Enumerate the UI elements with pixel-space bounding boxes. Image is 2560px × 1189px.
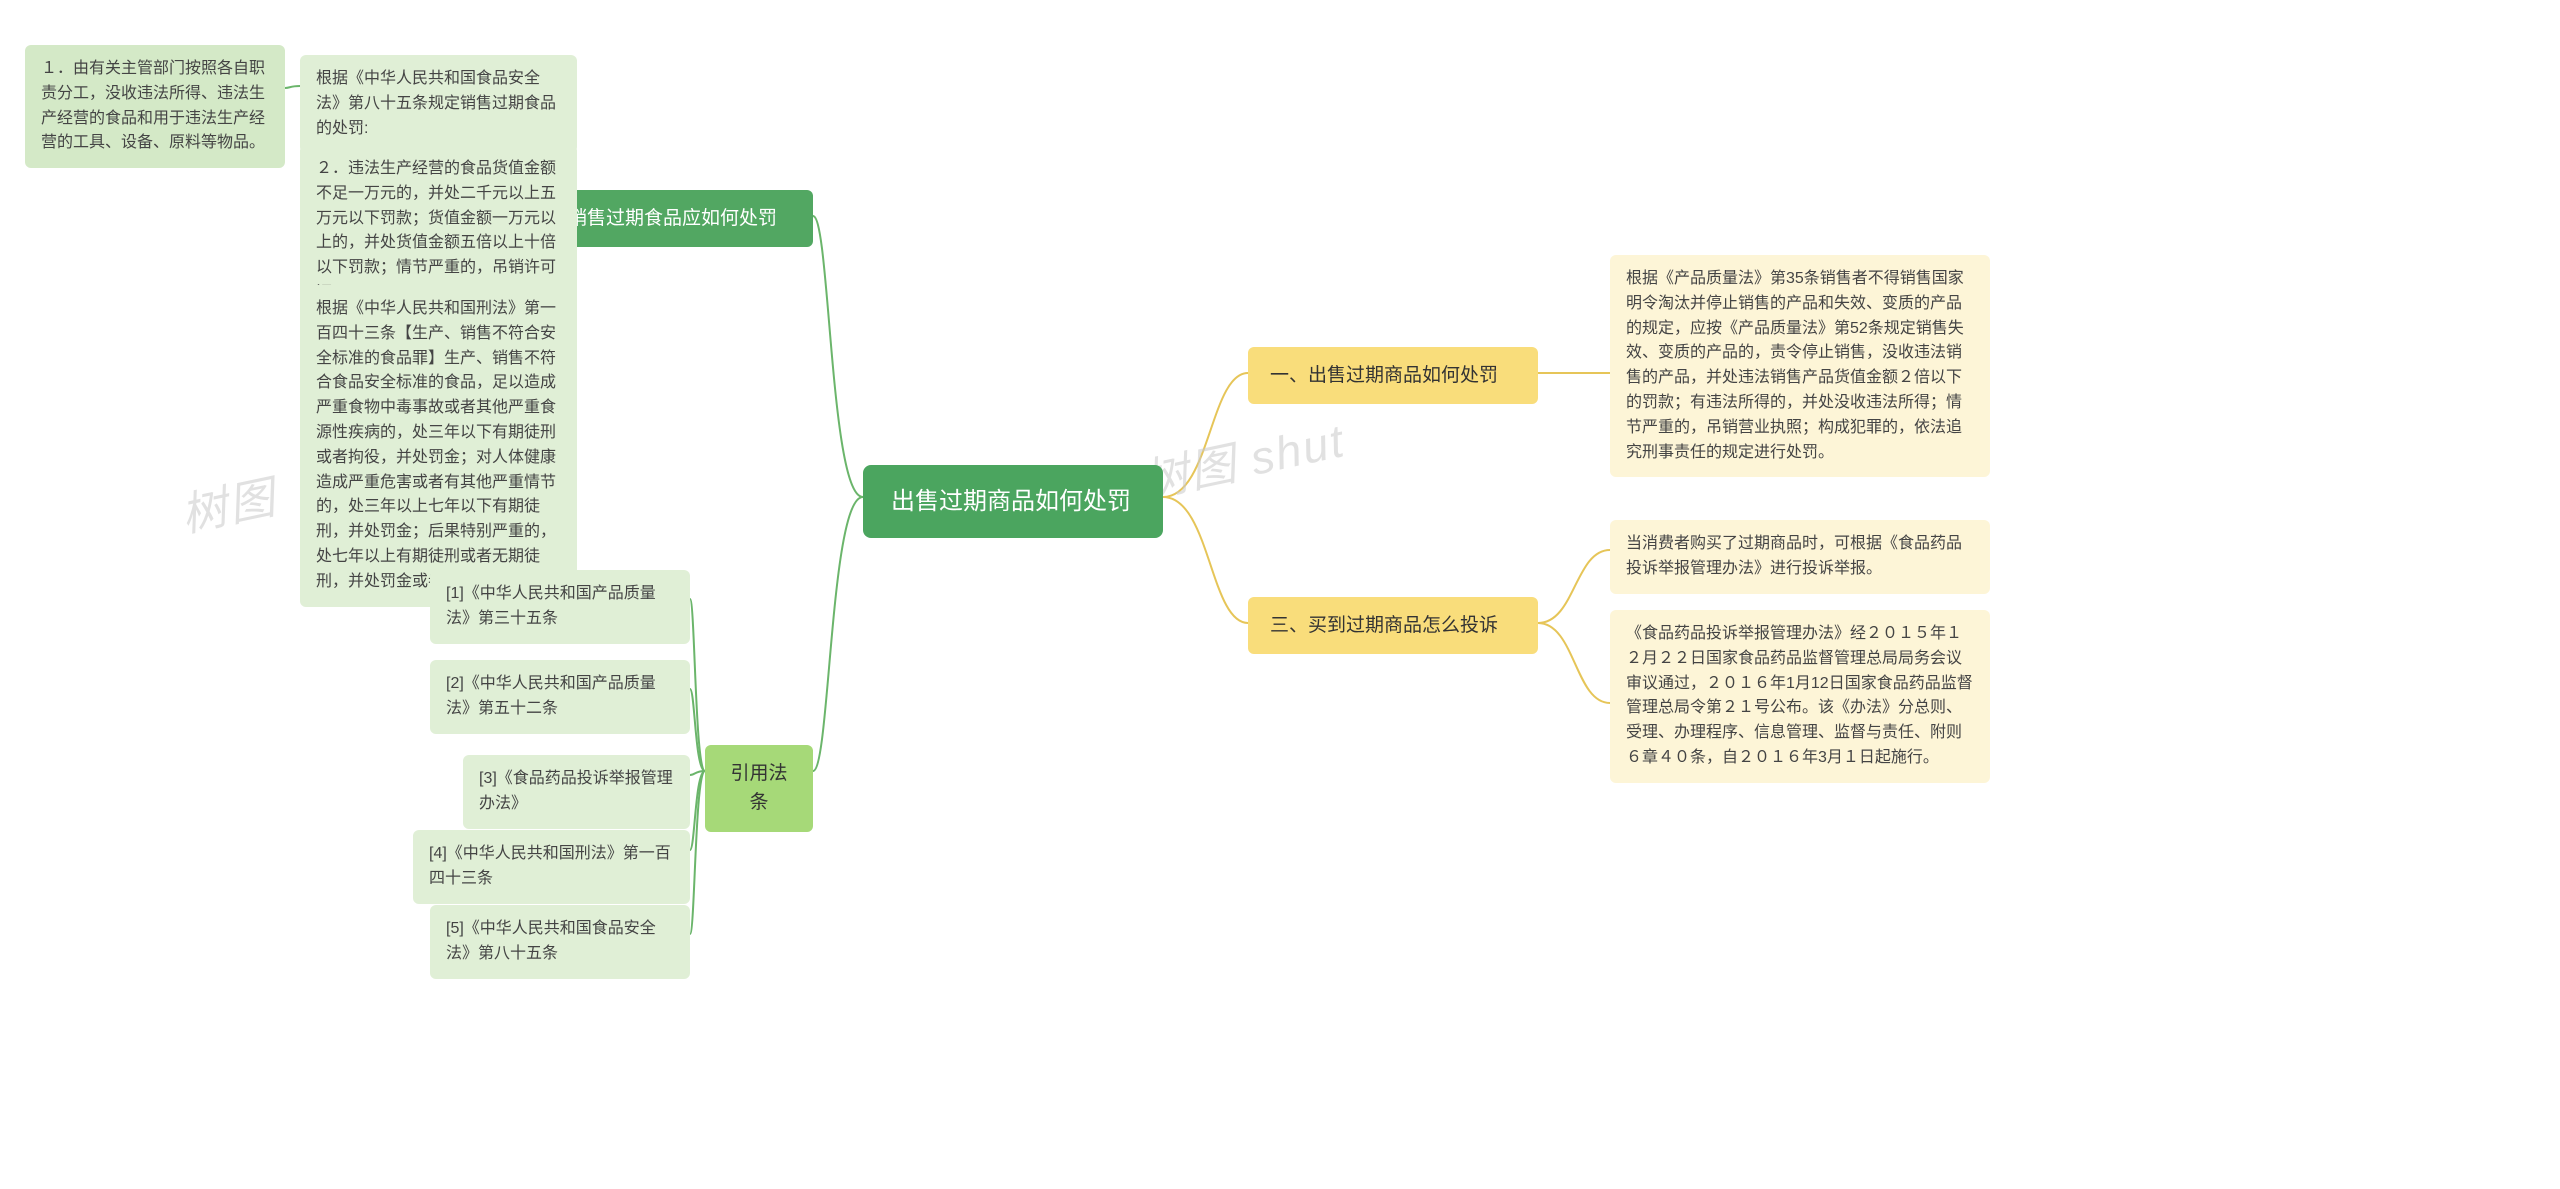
- root-node: 出售过期商品如何处罚: [863, 465, 1163, 538]
- leaf-section2-a: 根据《中华人民共和国食品安全法》第八十五条规定销售过期食品的处罚:: [300, 55, 577, 153]
- leaf-section3-a: 当消费者购买了过期商品时，可根据《食品药品投诉举报管理办法》进行投诉举报。: [1610, 520, 1990, 594]
- leaf-section1-detail: 根据《产品质量法》第35条销售者不得销售国家明令淘汰并停止销售的产品和失效、变质…: [1610, 255, 1990, 477]
- leaf-cite-4: [4]《中华人民共和国刑法》第一百四十三条: [413, 830, 690, 904]
- branch-section-3: 三、买到过期商品怎么投诉: [1248, 597, 1538, 654]
- leaf-section2-a-sub: １．由有关主管部门按照各自职责分工，没收违法所得、违法生产经营的食品和用于违法生…: [25, 45, 285, 168]
- watermark-right: 树图 shut: [1135, 404, 1350, 511]
- leaf-cite-2: [2]《中华人民共和国产品质量法》第五十二条: [430, 660, 690, 734]
- leaf-section2-c: 根据《中华人民共和国刑法》第一百四十三条【生产、销售不符合安全标准的食品罪】生产…: [300, 285, 577, 607]
- branch-citations: 引用法条: [705, 745, 813, 832]
- watermark-left: 树图: [174, 461, 282, 546]
- leaf-cite-5: [5]《中华人民共和国食品安全法》第八十五条: [430, 905, 690, 979]
- leaf-section3-b: 《食品药品投诉举报管理办法》经２０１５年１２月２２日国家食品药品监督管理总局局务…: [1610, 610, 1990, 783]
- leaf-cite-3: [3]《食品药品投诉举报管理办法》: [463, 755, 690, 829]
- leaf-cite-1: [1]《中华人民共和国产品质量法》第三十五条: [430, 570, 690, 644]
- branch-section-1: 一、出售过期商品如何处罚: [1248, 347, 1538, 404]
